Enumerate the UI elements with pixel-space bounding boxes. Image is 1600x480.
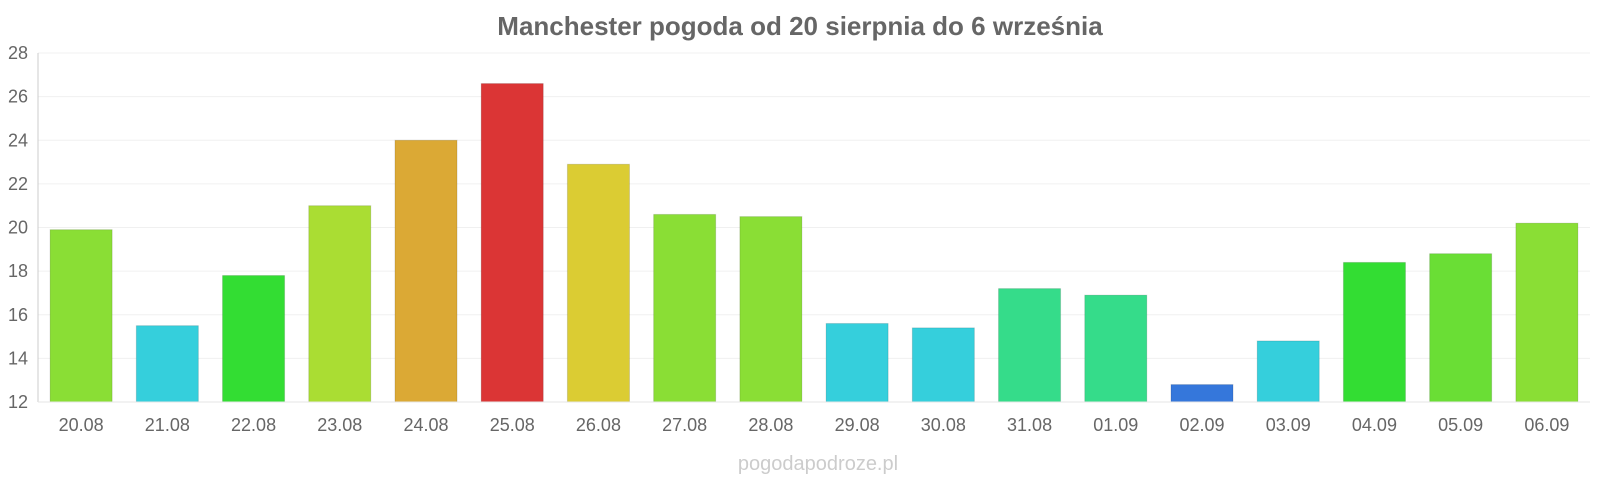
x-tick-label: 04.09: [1352, 415, 1397, 435]
x-tick-label: 21.08: [145, 415, 190, 435]
y-tick-label: 22: [8, 174, 28, 194]
bar-05.09: [1429, 253, 1493, 403]
y-tick-label: 20: [8, 218, 28, 238]
bar-25.08: [480, 83, 544, 403]
bar-22.08: [222, 274, 286, 403]
bars: [49, 83, 1579, 403]
x-tick-label: 05.09: [1438, 415, 1483, 435]
y-tick-label: 12: [8, 392, 28, 412]
bar-04.09: [1342, 261, 1406, 403]
x-tick-label: 02.09: [1179, 415, 1224, 435]
x-tick-label: 26.08: [576, 415, 621, 435]
x-tick-label: 22.08: [231, 415, 276, 435]
y-tick-label: 24: [8, 130, 28, 150]
y-axis: 12 14 16 18 20 22 24 26 28: [8, 43, 39, 412]
chart-title: Manchester pogoda od 20 sierpnia do 6 wr…: [497, 11, 1103, 41]
y-tick-label: 26: [8, 87, 28, 107]
bar-03.09: [1256, 340, 1320, 403]
bar-01.09: [1084, 294, 1148, 403]
x-tick-label: 01.09: [1093, 415, 1138, 435]
bar-28.08: [739, 216, 803, 403]
bar-31.08: [998, 288, 1062, 403]
x-tick-label: 25.08: [490, 415, 535, 435]
y-tick-label: 14: [8, 348, 28, 368]
x-tick-label: 27.08: [662, 415, 707, 435]
y-tick-label: 18: [8, 261, 28, 281]
x-tick-label: 23.08: [317, 415, 362, 435]
x-tick-label: 03.09: [1266, 415, 1311, 435]
bar-23.08: [308, 205, 372, 403]
y-tick-label: 16: [8, 305, 28, 325]
x-axis: 20.08 21.08 22.08 23.08 24.08 25.08 26.08 27.08…: [38, 401, 1590, 435]
x-tick-label: 24.08: [403, 415, 448, 435]
bar-30.08: [911, 327, 975, 403]
x-tick-label: 06.09: [1524, 415, 1569, 435]
x-tick-label: 30.08: [921, 415, 966, 435]
bar-20.08: [49, 229, 113, 403]
x-tick-label: 28.08: [748, 415, 793, 435]
bar-27.08: [653, 213, 717, 403]
gridlines: [38, 52, 1590, 403]
bar-24.08: [394, 139, 458, 403]
bar-06.09: [1515, 222, 1579, 403]
x-tick-label: 29.08: [835, 415, 880, 435]
bar-02.09: [1170, 384, 1234, 403]
watermark: pogodapodroze.pl: [738, 453, 898, 475]
bar-29.08: [825, 322, 889, 403]
bar-26.08: [566, 163, 630, 403]
bar-21.08: [135, 325, 199, 403]
x-tick-label: 31.08: [1007, 415, 1052, 435]
y-tick-label: 28: [8, 43, 28, 63]
x-tick-label: 20.08: [59, 415, 104, 435]
